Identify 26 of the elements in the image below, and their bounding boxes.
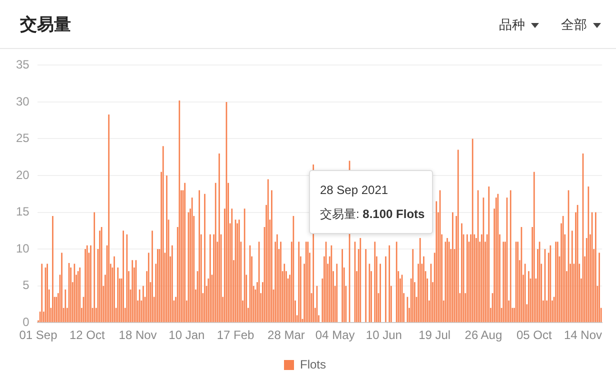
legend-label: Flots (300, 357, 326, 372)
text: 品种 (499, 16, 525, 34)
y-tick-label: 30 (16, 94, 30, 108)
y-tick-label: 20 (16, 168, 30, 182)
x-tick-label: 04 May (315, 328, 355, 342)
x-tick-label: 10 Jan (168, 328, 205, 342)
x-tick-label: 10 Jun (366, 328, 402, 342)
y-tick-label: 25 (16, 131, 30, 146)
y-tick-label: 15 (16, 204, 30, 219)
y-tick-label: 35 (16, 58, 30, 72)
x-tick-label: 12 Oct (69, 328, 106, 342)
x-tick-label: 28 Mar (268, 328, 305, 342)
text: 全部 (561, 16, 587, 34)
x-tick-label: 17 Feb (216, 328, 255, 342)
chart-title: 交易量 (20, 14, 71, 36)
x-tick-label: 26 Aug (464, 328, 502, 342)
x-tick-label: 18 Nov (118, 328, 157, 342)
x-tick-label: 01 Sep (19, 328, 58, 342)
y-tick-label: 5 (22, 278, 30, 292)
x-tick-label: 05 Oct (516, 328, 552, 342)
x-tick-label: 19 Jul (418, 328, 451, 342)
y-tick-label: 10 (16, 241, 30, 256)
x-tick-label: 14 Nov (564, 328, 602, 342)
annotation: 28 Sep 2021 (320, 183, 388, 197)
annotation: 交易量: 8.100 Flots (320, 206, 425, 223)
y-tick-label: 0 (22, 314, 30, 329)
